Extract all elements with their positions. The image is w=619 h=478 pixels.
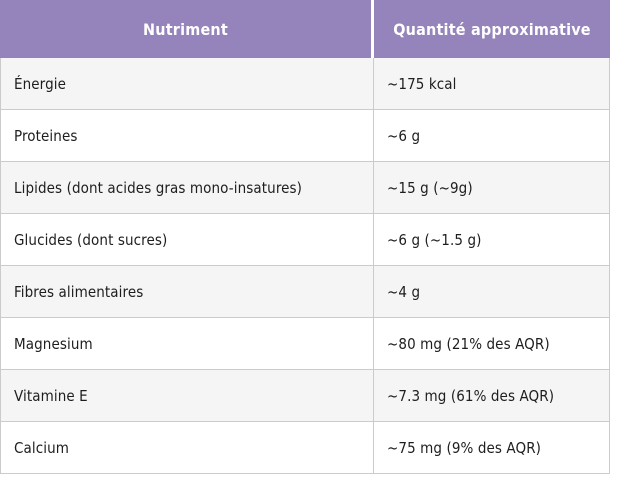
nutrient-cell: Glucides (dont sucres) <box>0 214 374 266</box>
nutrient-cell: Lipides (dont acides gras mono-insatures… <box>0 162 374 214</box>
table-body: Énergie ~175 kcal Proteines ~6 g Lipides… <box>0 58 610 474</box>
table-row: Glucides (dont sucres) ~6 g (~1.5 g) <box>0 214 610 266</box>
column-header-quantite-approximative: Quantité approximative <box>374 0 610 58</box>
nutrition-table: Nutriment Quantité approximative Énergie… <box>0 0 610 474</box>
quantity-cell: ~7.3 mg (61% des AQR) <box>374 370 610 422</box>
quantity-cell: ~175 kcal <box>374 58 610 110</box>
column-header-nutriment: Nutriment <box>0 0 374 58</box>
nutrient-cell: Fibres alimentaires <box>0 266 374 318</box>
table-row: Calcium ~75 mg (9% des AQR) <box>0 422 610 474</box>
table-row: Lipides (dont acides gras mono-insatures… <box>0 162 610 214</box>
nutrient-cell: Proteines <box>0 110 374 162</box>
table-row: Fibres alimentaires ~4 g <box>0 266 610 318</box>
quantity-cell: ~4 g <box>374 266 610 318</box>
table-row: Énergie ~175 kcal <box>0 58 610 110</box>
table-header: Nutriment Quantité approximative <box>0 0 610 58</box>
table-row: Magnesium ~80 mg (21% des AQR) <box>0 318 610 370</box>
nutrient-cell: Calcium <box>0 422 374 474</box>
quantity-cell: ~6 g (~1.5 g) <box>374 214 610 266</box>
nutrient-cell: Énergie <box>0 58 374 110</box>
header-row: Nutriment Quantité approximative <box>0 0 610 58</box>
table-row: Proteines ~6 g <box>0 110 610 162</box>
quantity-cell: ~80 mg (21% des AQR) <box>374 318 610 370</box>
nutrient-cell: Magnesium <box>0 318 374 370</box>
quantity-cell: ~15 g (~9g) <box>374 162 610 214</box>
table-row: Vitamine E ~7.3 mg (61% des AQR) <box>0 370 610 422</box>
quantity-cell: ~6 g <box>374 110 610 162</box>
nutrient-cell: Vitamine E <box>0 370 374 422</box>
quantity-cell: ~75 mg (9% des AQR) <box>374 422 610 474</box>
